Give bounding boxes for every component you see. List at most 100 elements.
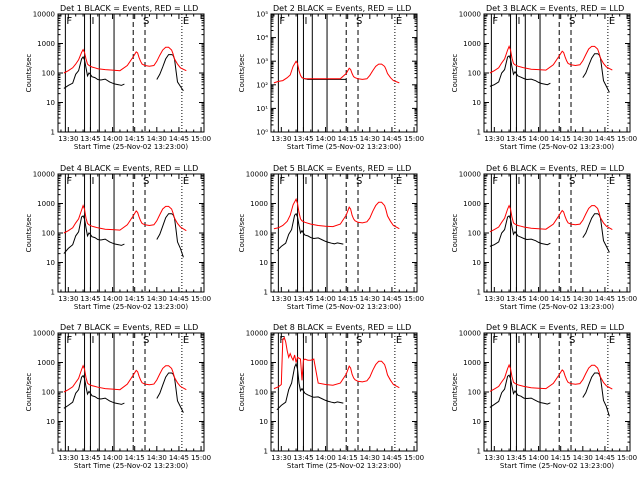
y-tick-label: 1000 xyxy=(463,359,481,367)
y-tick-label: 1000 xyxy=(37,359,55,367)
marker-label-f: F xyxy=(66,16,72,27)
plot-frame xyxy=(57,173,205,293)
x-tick-label: 13:30 xyxy=(58,135,78,143)
marker-label-i: I xyxy=(517,335,520,346)
x-tick-label: 14:45 xyxy=(595,135,615,143)
x-tick-label: 14:45 xyxy=(382,135,402,143)
y-tick-label: 10000 xyxy=(33,11,55,19)
x-tick-label: 15:00 xyxy=(404,295,424,303)
panel-det-7: Det 7 BLACK = Events, RED = LLD F I S E 1 10 10… xyxy=(25,323,211,470)
plot-frame xyxy=(483,173,631,293)
marker-label-e: E xyxy=(396,176,402,187)
y-tick-label: 10¹ xyxy=(256,105,268,113)
marker-label-s: S xyxy=(356,16,362,27)
y-tick-label: 10000 xyxy=(33,171,55,179)
x-tick-label: 13:30 xyxy=(58,454,78,462)
events-series-line xyxy=(276,362,344,411)
lld-series-line xyxy=(273,336,400,390)
marker-label-i: I xyxy=(304,16,307,27)
x-tick-label: 13:30 xyxy=(58,295,78,303)
x-tick-label: 15:00 xyxy=(191,454,211,462)
marker-label-s: S xyxy=(143,176,149,187)
x-tick-label: 13:45 xyxy=(293,135,313,143)
marker-label-s: S xyxy=(569,335,575,346)
events-series-line xyxy=(489,215,551,247)
x-tick-label: 14:30 xyxy=(360,295,380,303)
plot-frame xyxy=(270,332,418,452)
x-tick-label: 14:00 xyxy=(315,454,335,462)
x-tick-label: 14:45 xyxy=(595,454,615,462)
x-tick-label: 14:15 xyxy=(125,454,145,462)
y-tick-label: 10 xyxy=(259,418,268,426)
lld-series-line xyxy=(273,197,400,230)
x-tick-label: 14:15 xyxy=(338,454,358,462)
panel-det-1: Det 1 BLACK = Events, RED = LLD F I S E 1 10 10… xyxy=(25,4,211,151)
x-tick-label: 13:30 xyxy=(484,135,504,143)
x-tick-label: 15:00 xyxy=(404,454,424,462)
x-tick-label: 14:15 xyxy=(551,295,571,303)
x-tick-label: 14:15 xyxy=(338,295,358,303)
panel-title: Det 8 BLACK = Events, RED = LLD xyxy=(273,323,411,332)
plot-frame xyxy=(57,13,205,133)
x-tick-label: 13:30 xyxy=(484,295,504,303)
y-tick-label: 10 xyxy=(472,99,481,107)
x-axis-label: Start Time (25-Nov-02 13:23:00) xyxy=(500,143,614,151)
panel-title: Det 9 BLACK = Events, RED = LLD xyxy=(486,323,624,332)
y-tick-label: 10 xyxy=(472,418,481,426)
x-axis-label: Start Time (25-Nov-02 13:23:00) xyxy=(74,462,188,470)
x-tick-label: 13:45 xyxy=(506,135,526,143)
y-tick-label: 10000 xyxy=(459,171,481,179)
x-tick-label: 14:45 xyxy=(382,295,402,303)
y-tick-label: 1 xyxy=(477,448,481,456)
y-axis-label: Counts/sec xyxy=(238,54,246,93)
y-tick-label: 10² xyxy=(256,81,268,89)
y-tick-label: 100 xyxy=(468,230,481,238)
events-series-line xyxy=(156,54,184,92)
panel-title: Det 6 BLACK = Events, RED = LLD xyxy=(486,164,624,173)
marker-label-e: E xyxy=(183,16,189,27)
plot-frame xyxy=(270,173,418,293)
plot-frame xyxy=(483,13,631,133)
y-tick-label: 10 xyxy=(472,259,481,267)
panel-title: Det 3 BLACK = Events, RED = LLD xyxy=(486,4,624,13)
x-tick-label: 14:00 xyxy=(102,135,122,143)
events-series-line xyxy=(582,53,610,93)
x-tick-label: 14:45 xyxy=(169,454,189,462)
x-tick-label: 14:45 xyxy=(169,135,189,143)
y-tick-label: 100 xyxy=(468,389,481,397)
y-axis-label: Counts/sec xyxy=(451,54,459,93)
x-tick-label: 13:45 xyxy=(80,135,100,143)
x-tick-label: 13:30 xyxy=(271,454,291,462)
marker-label-i: I xyxy=(517,16,520,27)
plot-frame xyxy=(57,332,205,452)
x-tick-label: 14:15 xyxy=(338,135,358,143)
x-tick-label: 15:00 xyxy=(191,135,211,143)
plot-frame xyxy=(483,332,631,452)
events-series-line xyxy=(63,55,125,89)
x-tick-label: 14:30 xyxy=(573,135,593,143)
x-tick-label: 15:00 xyxy=(617,295,637,303)
x-tick-label: 14:30 xyxy=(360,135,380,143)
x-tick-label: 14:15 xyxy=(125,135,145,143)
marker-label-f: F xyxy=(279,176,285,187)
y-tick-label: 100 xyxy=(468,70,481,78)
events-series-line xyxy=(582,372,610,417)
x-tick-label: 14:45 xyxy=(382,454,402,462)
x-tick-label: 15:00 xyxy=(191,295,211,303)
events-series-line xyxy=(63,215,125,254)
x-axis-label: Start Time (25-Nov-02 13:23:00) xyxy=(500,303,614,311)
lld-series-line xyxy=(63,204,187,234)
panel-det-4: Det 4 BLACK = Events, RED = LLD F I S E 1 10 10… xyxy=(25,164,211,311)
marker-label-e: E xyxy=(609,16,615,27)
x-tick-label: 14:00 xyxy=(528,135,548,143)
marker-label-e: E xyxy=(183,176,189,187)
panel-title: Det 1 BLACK = Events, RED = LLD xyxy=(60,4,198,13)
marker-label-i: I xyxy=(304,335,307,346)
y-tick-label: 1 xyxy=(477,129,481,137)
x-axis-label: Start Time (25-Nov-02 13:23:00) xyxy=(287,462,401,470)
x-tick-label: 14:00 xyxy=(315,295,335,303)
y-tick-label: 10 xyxy=(46,418,55,426)
marker-label-e: E xyxy=(609,335,615,346)
y-tick-label: 10⁴ xyxy=(256,34,268,42)
